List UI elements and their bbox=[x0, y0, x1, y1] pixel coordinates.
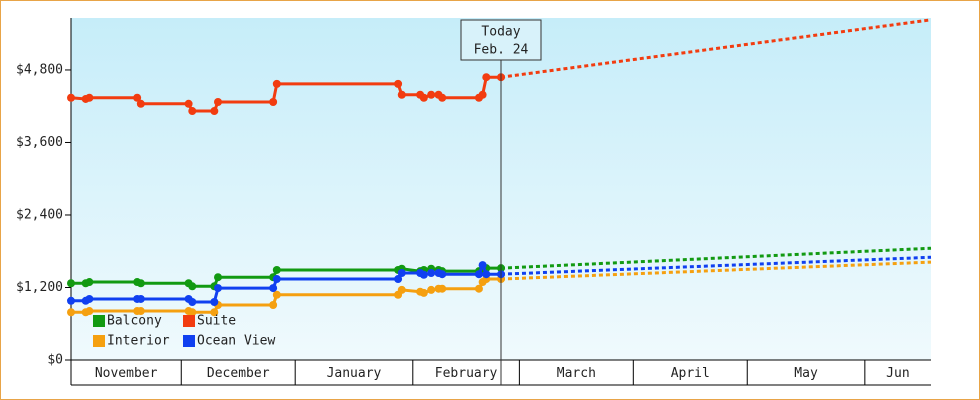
point bbox=[272, 290, 281, 299]
x-tick-label: February bbox=[435, 366, 498, 381]
point bbox=[85, 93, 94, 102]
point bbox=[419, 288, 428, 297]
point bbox=[133, 93, 142, 102]
point bbox=[478, 261, 487, 270]
point bbox=[419, 270, 428, 279]
y-tick-label: $2,400 bbox=[16, 207, 63, 222]
legend-label: Interior bbox=[107, 334, 170, 349]
x-tick-label: March bbox=[557, 366, 596, 381]
legend-label: Balcony bbox=[107, 314, 162, 329]
point bbox=[85, 307, 94, 316]
x-tick-label: December bbox=[207, 366, 270, 381]
point bbox=[272, 79, 281, 88]
point bbox=[214, 284, 223, 293]
point bbox=[67, 296, 75, 305]
point bbox=[136, 294, 145, 303]
x-tick-label: April bbox=[671, 366, 710, 381]
point bbox=[427, 268, 436, 277]
forecast-line bbox=[500, 18, 932, 79]
point bbox=[136, 307, 145, 316]
legend-swatch bbox=[93, 315, 105, 327]
point bbox=[394, 275, 403, 284]
point bbox=[136, 279, 145, 288]
point bbox=[474, 270, 483, 279]
point bbox=[397, 268, 406, 277]
point bbox=[269, 301, 278, 310]
point bbox=[188, 297, 197, 306]
forecast-line bbox=[500, 255, 932, 276]
point bbox=[210, 297, 219, 306]
point bbox=[67, 279, 75, 288]
point bbox=[188, 308, 197, 317]
forecast-line bbox=[500, 260, 932, 281]
point bbox=[184, 99, 193, 108]
point bbox=[210, 107, 219, 116]
point bbox=[482, 73, 491, 82]
x-tick-label: January bbox=[327, 366, 382, 381]
legend-label: Ocean View bbox=[197, 334, 275, 349]
today-box bbox=[460, 19, 542, 61]
point bbox=[438, 93, 447, 102]
point bbox=[214, 273, 223, 282]
point bbox=[210, 308, 219, 317]
point bbox=[427, 90, 436, 99]
point bbox=[482, 270, 491, 279]
point bbox=[272, 265, 281, 274]
legend-swatch bbox=[183, 335, 195, 347]
point bbox=[478, 90, 487, 99]
point bbox=[67, 308, 75, 317]
point bbox=[272, 275, 281, 284]
point bbox=[419, 93, 428, 102]
point bbox=[85, 278, 94, 287]
x-tick-label: Jun bbox=[886, 366, 909, 381]
y-tick-label: $3,600 bbox=[16, 135, 63, 150]
x-tick-label: May bbox=[794, 366, 818, 381]
point bbox=[427, 285, 436, 294]
today-date: Feb. 24 bbox=[474, 43, 529, 58]
point bbox=[394, 79, 403, 88]
y-tick-label: $0 bbox=[47, 353, 63, 368]
point bbox=[438, 284, 447, 293]
point bbox=[188, 107, 197, 116]
legend-label: Suite bbox=[197, 314, 236, 329]
y-tick-label: $4,800 bbox=[16, 62, 63, 77]
x-tick-label: November bbox=[95, 366, 158, 381]
point bbox=[85, 294, 94, 303]
point bbox=[438, 270, 447, 279]
forecast-line bbox=[500, 246, 932, 270]
today-title: Today bbox=[481, 25, 520, 40]
point bbox=[214, 97, 223, 106]
legend-swatch bbox=[183, 315, 195, 327]
point bbox=[397, 285, 406, 294]
y-tick-label: $1,200 bbox=[16, 280, 63, 295]
point bbox=[269, 97, 278, 106]
point bbox=[397, 90, 406, 99]
legend-swatch bbox=[93, 335, 105, 347]
point bbox=[474, 284, 483, 293]
point bbox=[188, 282, 197, 291]
point bbox=[67, 93, 75, 102]
point bbox=[269, 284, 278, 293]
point bbox=[136, 99, 145, 108]
